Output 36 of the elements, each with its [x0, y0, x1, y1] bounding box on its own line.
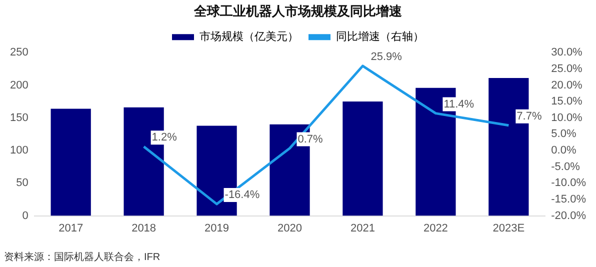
- x-tick-label: 2018: [132, 222, 156, 234]
- data-label: 0.7%: [298, 133, 324, 146]
- y2-tick-label: 30.0%: [551, 46, 583, 59]
- y2-tick-label: -20.0%: [551, 210, 586, 222]
- x-tick-label: 2022: [423, 222, 448, 234]
- y2-tick-label: 25.0%: [551, 62, 583, 75]
- y-tick-label: 50: [16, 177, 28, 190]
- x-tick-label: 2021: [350, 222, 375, 234]
- y2-tick-label: -15.0%: [551, 194, 586, 206]
- x-tick-label: 2023E: [492, 222, 525, 234]
- y2-tick-label: 0.0%: [551, 144, 576, 157]
- data-label: 11.4%: [444, 98, 474, 110]
- y2-tick-label: 15.0%: [551, 96, 583, 108]
- data-label: -16.4%: [224, 189, 260, 202]
- bar: [342, 102, 383, 216]
- y2-tick-label: 5.0%: [551, 128, 576, 140]
- text: 资料来源：国际机器人联合会，IFR: [4, 250, 160, 263]
- y-tick-label: 150: [10, 112, 28, 124]
- data-label: 25.9%: [370, 51, 402, 64]
- y2-tick-label: -5.0%: [551, 160, 580, 173]
- y-tick-label: 200: [10, 79, 28, 92]
- data-label: 7.7%: [516, 110, 542, 122]
- y2-tick-label: 10.0%: [551, 112, 583, 124]
- x-tick-label: 2019: [204, 222, 230, 234]
- chart-title: 全球工业机器人市场规模及同比增速: [193, 3, 403, 18]
- x-tick-label: 2020: [278, 222, 302, 234]
- y-tick-label: 100: [10, 144, 28, 157]
- legend-label: 同比增速（右轴）: [336, 30, 424, 44]
- bar: [50, 108, 91, 216]
- y2-tick-label: -10.0%: [551, 177, 586, 190]
- y-tick-label: 0: [22, 210, 28, 222]
- x-tick-label: 2017: [58, 222, 84, 234]
- y-tick-label: 250: [10, 46, 28, 59]
- legend-label: 市场规模（亿美元）: [200, 30, 298, 44]
- y2-tick-label: 20.0%: [551, 79, 583, 92]
- data-label: 1.2%: [152, 132, 178, 144]
